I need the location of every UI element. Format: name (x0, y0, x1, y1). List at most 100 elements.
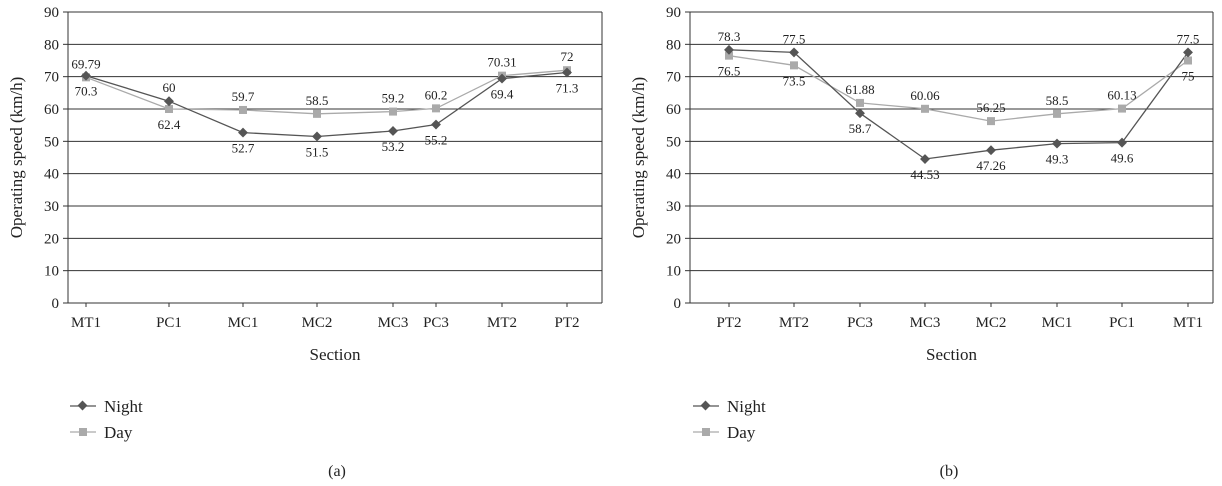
chart-a: 0 10 20 30 40 50 60 70 80 90 MT1 PC1 MC1 MC2 MC3 PC3 MT2… (7, 5, 603, 364)
data-label: 62.4 (158, 117, 181, 132)
x-tick-label: MT1 (71, 315, 101, 331)
data-point-night (1183, 47, 1193, 58)
x-axis-title: Section (926, 345, 977, 364)
x-tick-label: PC1 (1109, 315, 1135, 331)
y-tick-label: 20 (666, 231, 681, 247)
y-tick-label: 30 (666, 199, 681, 215)
data-label: 53.2 (382, 139, 405, 154)
x-tick-label: MC3 (378, 315, 409, 331)
chart-b: 0 10 20 30 40 50 60 70 80 90 PT2 MT2 PC3 MC3 MC2 MC1 PC1… (629, 5, 1214, 364)
data-point-night (312, 131, 322, 142)
data-label: 49.6 (1111, 151, 1134, 166)
y-tick-label: 60 (44, 102, 59, 118)
series-line-day (85, 69, 568, 115)
y-tick-label: 50 (666, 134, 681, 150)
y-tick-label: 0 (52, 296, 60, 312)
legend-night-marker (700, 400, 711, 411)
data-point-night (855, 108, 865, 119)
data-point-day (1118, 104, 1126, 113)
x-tick-label: PT2 (716, 315, 741, 331)
legend-night-label: Night (104, 397, 143, 416)
data-point-day (921, 104, 929, 113)
data-point-day (239, 105, 247, 114)
y-tick-label: 90 (666, 5, 681, 21)
data-label: 76.5 (718, 64, 741, 79)
x-tick-label: PC3 (423, 315, 449, 331)
data-point-day (1053, 109, 1061, 118)
data-label: 47.26 (976, 158, 1006, 173)
data-point-night (986, 145, 996, 156)
data-point-night (920, 154, 930, 164)
data-label: 72 (561, 49, 574, 64)
data-point-night (724, 44, 734, 55)
y-tick-label: 70 (44, 70, 59, 86)
data-point-night (164, 96, 174, 107)
data-label: 52.7 (232, 141, 255, 156)
legend-day-label: Day (104, 423, 133, 442)
x-tick-label: MC2 (302, 315, 333, 331)
data-label: 44.53 (910, 167, 939, 182)
data-point-day (165, 105, 173, 113)
y-tick-label: 20 (44, 231, 59, 247)
data-point-day (790, 61, 798, 70)
data-label: 73.5 (783, 73, 806, 88)
legend-day-label: Day (727, 423, 756, 442)
x-tick-label: MC2 (976, 315, 1007, 331)
data-label: 69.4 (491, 87, 514, 102)
y-tick-label: 30 (44, 199, 59, 215)
y-tick-label: 70 (666, 70, 681, 86)
data-label: 78.3 (718, 29, 741, 44)
data-point-night (789, 47, 799, 58)
y-tick-label: 50 (44, 134, 59, 150)
data-label: 58.7 (849, 121, 872, 136)
x-tick-label: PC3 (847, 315, 873, 331)
y-tick-label: 10 (44, 264, 59, 280)
data-label: 61.88 (845, 82, 874, 97)
y-tick-label: 10 (666, 264, 681, 280)
data-label: 70.31 (487, 55, 516, 70)
data-point-day (856, 98, 864, 107)
data-label: 75 (1182, 69, 1195, 84)
data-point-day (313, 109, 321, 118)
data-point-night (1052, 138, 1062, 149)
x-tick-label: MC1 (1042, 315, 1073, 331)
data-label: 71.3 (556, 80, 579, 95)
y-tick-label: 40 (666, 167, 681, 183)
data-label: 60.13 (1107, 88, 1136, 103)
data-label: 56.25 (976, 100, 1005, 115)
data-point-night (388, 126, 398, 136)
data-label: 55.2 (425, 133, 448, 148)
data-point-night (1117, 137, 1127, 148)
series-line-day (728, 55, 1189, 122)
data-label: 77.5 (1177, 31, 1200, 46)
x-tick-label: MT2 (487, 315, 517, 331)
data-point-day (987, 117, 995, 126)
x-tick-label: MC3 (910, 315, 941, 331)
x-tick-label: MT1 (1173, 315, 1203, 331)
y-tick-label: 80 (666, 37, 681, 53)
data-point-night (562, 67, 572, 78)
x-axis-title: Section (310, 345, 361, 364)
data-label: 60.06 (910, 88, 940, 103)
legend-day-marker (702, 428, 710, 436)
series-line-night (85, 71, 568, 138)
data-point-night (238, 127, 248, 138)
y-tick-label: 0 (674, 296, 682, 312)
series-line-night (728, 49, 1189, 160)
x-tick-label: PC1 (156, 315, 182, 331)
data-point-day (725, 51, 733, 60)
y-tick-label: 60 (666, 102, 681, 118)
data-point-night (431, 119, 441, 130)
data-label: 59.7 (232, 89, 255, 104)
legend-a: Night Day (70, 397, 143, 442)
data-point-day (389, 107, 397, 116)
data-point-night (81, 70, 91, 81)
x-tick-label: MC1 (228, 315, 259, 331)
data-label: 59.2 (382, 91, 405, 106)
x-tick-label: PT2 (554, 315, 579, 331)
data-label: 77.5 (783, 31, 806, 46)
data-point-day (1184, 56, 1192, 65)
x-tick-label: MT2 (779, 315, 809, 331)
y-tick-label: 40 (44, 167, 59, 183)
